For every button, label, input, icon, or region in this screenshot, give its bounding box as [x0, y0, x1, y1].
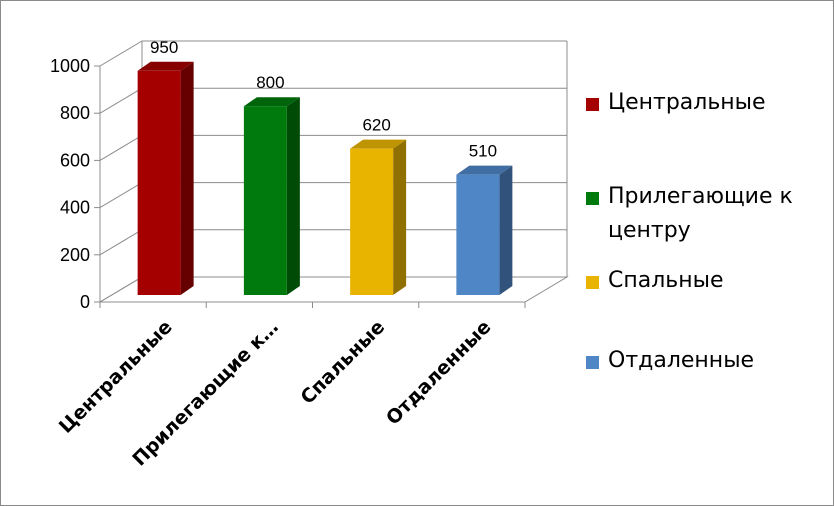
y-tick-label: 1000	[50, 56, 90, 76]
bar-4	[456, 165, 513, 295]
x-tick-label: Спальные	[297, 316, 390, 409]
bar-front	[243, 106, 287, 295]
data-label: 620	[362, 116, 390, 135]
legend-swatch	[586, 192, 599, 205]
y-tick-label: 600	[60, 150, 90, 170]
y-tick-label: 200	[60, 245, 90, 265]
bar-1	[137, 61, 194, 295]
bar-front	[456, 174, 500, 295]
x-tick-label: Отдаленные	[382, 316, 495, 429]
axes-group: 0 200 400 600 800 1000	[50, 40, 569, 312]
legend-label: Отдаленные	[608, 348, 755, 373]
gridline-side	[99, 134, 143, 161]
y-tick-label: 800	[60, 103, 90, 123]
bar-side	[180, 61, 194, 295]
legend-label: Спальные	[608, 268, 724, 293]
y-tick-label: 400	[60, 198, 90, 218]
gridline-side	[99, 182, 143, 209]
legend-swatch	[586, 98, 599, 111]
bar-top	[456, 165, 513, 175]
gridline-side	[99, 229, 143, 256]
bar-top	[137, 61, 194, 71]
data-label: 510	[469, 142, 497, 161]
bar-side	[499, 165, 513, 295]
bar-side	[393, 139, 407, 295]
bar-top	[243, 97, 300, 107]
gridline-side	[99, 87, 143, 114]
data-label: 950	[150, 38, 178, 57]
bar-3	[350, 139, 407, 295]
bar-2	[243, 97, 300, 295]
bars-group: 950 800 620 510	[137, 38, 513, 295]
legend-swatch	[586, 276, 599, 289]
bar-top	[350, 139, 407, 149]
legend-label: Центральные	[608, 90, 766, 115]
bar-front	[350, 148, 394, 295]
y-tick-label: 0	[80, 292, 90, 312]
bar-front	[137, 70, 181, 295]
gridline-side	[99, 40, 143, 67]
legend-label: Прилегающие к центру	[608, 184, 793, 243]
bar-side	[286, 97, 300, 295]
x-tick-label: Центральные	[55, 316, 177, 438]
floor	[98, 276, 569, 303]
data-label: 800	[256, 73, 284, 92]
legend-swatch	[586, 356, 599, 369]
